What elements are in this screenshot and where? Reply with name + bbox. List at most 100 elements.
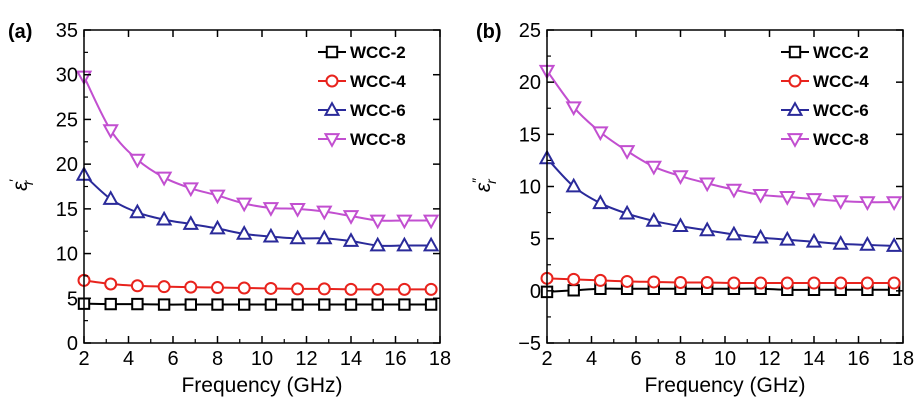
chart-panel-b: 2 4 6 8 10 12 14 16 18 −5 0 5 10 15 20 25 Frequency (GHz… xyxy=(469,20,914,397)
data-point-wcc-2-7 xyxy=(264,298,278,311)
x-tick-label: 4 xyxy=(586,348,597,370)
data-point-wcc-6-11 xyxy=(832,234,849,250)
data-point-wcc-2-1 xyxy=(104,297,117,311)
y-tick-label: 0 xyxy=(67,333,78,355)
data-point-wcc-6-2 xyxy=(592,194,609,210)
data-point-wcc-4-2 xyxy=(593,273,607,287)
legend-marker xyxy=(786,101,804,116)
data-point-wcc-4-4 xyxy=(647,275,661,289)
data-point-wcc-6-11 xyxy=(369,236,386,252)
panel-label: (b) xyxy=(476,21,502,43)
data-point-wcc-8-9 xyxy=(779,191,796,206)
data-point-wcc-2-8 xyxy=(291,298,304,311)
data-point-wcc-6-1 xyxy=(102,190,119,205)
y-axis-label: ε′r xyxy=(6,179,36,191)
legend-marker xyxy=(323,133,341,148)
series-wcc-8 xyxy=(75,70,440,230)
data-point-wcc-6-10 xyxy=(805,232,823,248)
x-tick-label: 14 xyxy=(803,348,825,370)
data-point-wcc-8-1 xyxy=(102,124,119,140)
data-point-wcc-8-11 xyxy=(369,214,386,230)
legend-label: WCC-6 xyxy=(813,101,869,120)
x-tick-label: 12 xyxy=(295,348,317,370)
x-tick-label: 2 xyxy=(78,348,89,370)
series-wcc-4 xyxy=(540,271,901,290)
y-tick-label: −5 xyxy=(518,333,541,355)
data-point-wcc-2-9 xyxy=(318,298,331,311)
legend-marker xyxy=(323,101,341,116)
data-point-wcc-4-1 xyxy=(567,272,581,286)
x-tick-label: 12 xyxy=(758,348,780,370)
legend-label: WCC-6 xyxy=(350,101,406,120)
data-point-wcc-4-3 xyxy=(620,274,634,288)
data-point-wcc-8-10 xyxy=(342,210,360,225)
data-point-wcc-2-12 xyxy=(398,298,411,311)
data-point-wcc-6-10 xyxy=(342,232,360,247)
data-point-wcc-8-11 xyxy=(832,195,849,210)
y-tick-label: 35 xyxy=(56,20,78,42)
data-point-wcc-4-5 xyxy=(211,281,224,295)
data-point-wcc-2-5 xyxy=(211,298,224,311)
legend-entry-wcc-4: WCC-4 xyxy=(781,72,869,91)
data-point-wcc-8-13 xyxy=(885,196,903,212)
y-axis-label-subscript: r xyxy=(20,179,36,185)
legend-entry-wcc-4: WCC-4 xyxy=(318,72,406,91)
legend-entry-wcc-2: WCC-2 xyxy=(781,43,869,62)
series-wcc-6 xyxy=(75,165,440,252)
data-point-wcc-6-2 xyxy=(129,203,146,219)
legend-entry-wcc-8: WCC-8 xyxy=(781,130,869,149)
y-tick-label: 25 xyxy=(56,109,78,131)
data-point-wcc-6-3 xyxy=(618,204,636,220)
series-wcc-6 xyxy=(538,149,903,252)
legend-marker xyxy=(788,74,802,88)
data-point-wcc-4-7 xyxy=(264,281,278,295)
y-axis-label: ε″r xyxy=(469,178,499,192)
data-point-wcc-8-4 xyxy=(182,182,199,198)
panel-label: (a) xyxy=(8,21,32,43)
data-point-wcc-8-2 xyxy=(129,153,146,169)
data-point-wcc-4-6 xyxy=(237,281,251,295)
data-point-wcc-4-11 xyxy=(371,282,385,296)
legend-label: WCC-4 xyxy=(350,72,406,91)
data-point-wcc-6-6 xyxy=(699,221,716,237)
y-tick-label: 15 xyxy=(56,199,78,221)
series-wcc-8 xyxy=(538,64,903,212)
data-point-wcc-4-9 xyxy=(317,282,331,296)
legend-entry-wcc-8: WCC-8 xyxy=(318,130,406,149)
y-tick-label: 0 xyxy=(530,281,541,303)
data-point-wcc-8-8 xyxy=(752,188,769,204)
data-point-wcc-8-13 xyxy=(422,214,440,230)
x-axis-label: Frequency (GHz) xyxy=(644,374,805,397)
data-point-wcc-4-4 xyxy=(184,280,198,294)
data-point-wcc-6-8 xyxy=(289,229,306,245)
x-tick-label: 18 xyxy=(892,348,914,370)
chart-panel-a: 2 4 6 8 10 12 14 16 18 0 5 10 15 20 25 30 35 Frequency (G… xyxy=(6,20,451,397)
data-point-wcc-6-3 xyxy=(155,210,173,226)
x-tick-label: 8 xyxy=(675,348,686,370)
x-axis-label: Frequency (GHz) xyxy=(181,374,342,397)
data-point-wcc-8-4 xyxy=(645,160,662,176)
data-point-wcc-6-1 xyxy=(565,177,582,193)
data-point-wcc-6-6 xyxy=(236,225,253,240)
y-axis-label-symbol: ε xyxy=(9,181,32,191)
data-point-wcc-2-4 xyxy=(184,298,197,311)
data-point-wcc-8-12 xyxy=(396,214,413,230)
x-tick-label: 4 xyxy=(123,348,134,370)
data-point-wcc-6-5 xyxy=(672,217,689,233)
data-point-wcc-6-9 xyxy=(316,229,333,245)
data-point-wcc-8-6 xyxy=(236,197,253,213)
legend-label: WCC-2 xyxy=(350,43,406,62)
data-point-wcc-4-6 xyxy=(700,275,714,289)
y-tick-label: 15 xyxy=(519,124,541,146)
data-point-wcc-4-8 xyxy=(291,282,305,296)
data-point-wcc-2-2 xyxy=(131,297,144,311)
data-point-wcc-8-10 xyxy=(805,193,823,208)
data-point-wcc-8-2 xyxy=(592,126,609,142)
data-point-wcc-4-1 xyxy=(104,277,118,291)
data-point-wcc-8-5 xyxy=(209,189,226,205)
data-point-wcc-6-7 xyxy=(262,227,280,243)
data-point-wcc-2-11 xyxy=(371,298,384,311)
legend-marker xyxy=(788,45,802,59)
legend-entry-wcc-2: WCC-2 xyxy=(318,43,406,62)
data-point-wcc-2-6 xyxy=(238,298,251,311)
